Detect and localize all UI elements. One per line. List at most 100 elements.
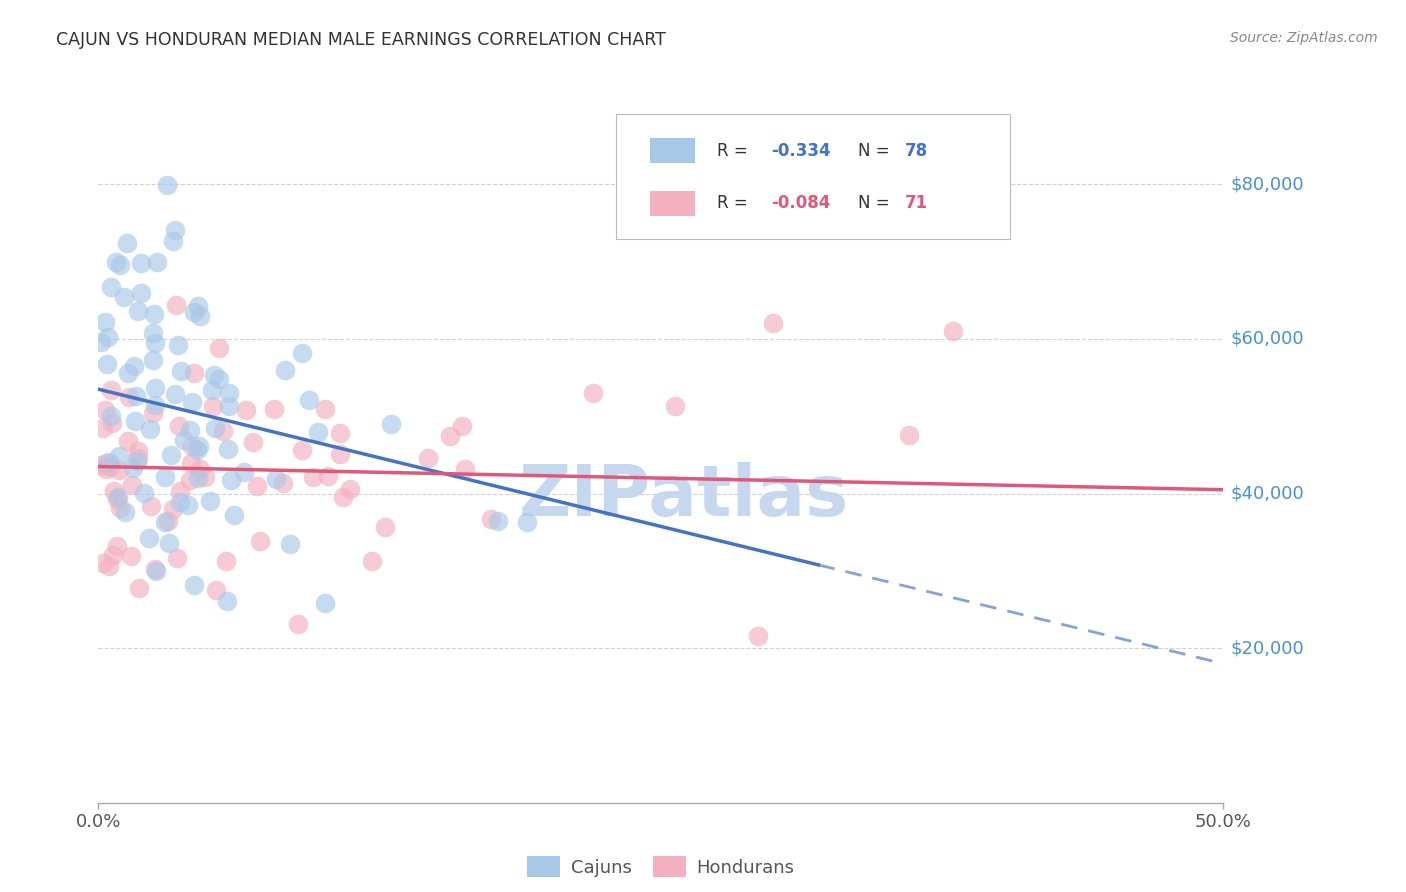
- Point: [374, 520, 396, 534]
- Point: [100, 460, 122, 475]
- Point: [143, 307, 166, 321]
- Point: [142, 326, 165, 341]
- Point: [94, 462, 117, 476]
- Point: [103, 483, 125, 498]
- Point: [107, 463, 129, 477]
- Point: [165, 298, 187, 312]
- Point: [278, 537, 301, 551]
- Point: [122, 359, 145, 373]
- Point: [155, 515, 177, 529]
- Point: [187, 471, 209, 485]
- Point: [167, 419, 190, 434]
- Text: CAJUN VS HONDURAN MEDIAN MALE EARNINGS CORRELATION CHART: CAJUN VS HONDURAN MEDIAN MALE EARNINGS C…: [56, 31, 666, 49]
- Point: [898, 428, 921, 442]
- Point: [291, 442, 314, 457]
- Point: [180, 456, 202, 470]
- Point: [114, 290, 136, 304]
- Text: R =: R =: [717, 142, 754, 160]
- Point: [416, 451, 439, 466]
- Point: [125, 388, 148, 402]
- Point: [108, 500, 131, 515]
- Point: [291, 346, 314, 360]
- Point: [125, 454, 148, 468]
- Point: [273, 476, 295, 491]
- Point: [439, 429, 461, 443]
- Point: [274, 363, 297, 377]
- Legend: Cajuns, Hondurans: Cajuns, Hondurans: [520, 849, 801, 884]
- Point: [249, 533, 271, 548]
- Text: -0.084: -0.084: [770, 194, 831, 212]
- Point: [188, 439, 211, 453]
- Point: [183, 366, 205, 380]
- Point: [120, 549, 142, 563]
- Point: [747, 629, 769, 643]
- Point: [179, 473, 201, 487]
- Point: [114, 504, 136, 518]
- Text: $40,000: $40,000: [1230, 484, 1303, 502]
- Point: [194, 469, 217, 483]
- Point: [162, 502, 184, 516]
- Bar: [650, 191, 695, 216]
- Point: [380, 417, 402, 432]
- Text: 71: 71: [905, 194, 928, 212]
- Point: [142, 352, 165, 367]
- Point: [145, 565, 167, 579]
- Point: [107, 491, 129, 506]
- Point: [128, 581, 150, 595]
- Text: -0.334: -0.334: [770, 142, 831, 160]
- Point: [100, 383, 122, 397]
- Point: [222, 508, 245, 522]
- Point: [316, 469, 339, 483]
- Point: [516, 515, 538, 529]
- Point: [479, 511, 502, 525]
- Text: N =: N =: [858, 142, 894, 160]
- Text: $80,000: $80,000: [1230, 176, 1303, 194]
- Point: [142, 406, 165, 420]
- Point: [127, 304, 149, 318]
- Point: [169, 495, 191, 509]
- Point: [263, 401, 285, 416]
- Point: [360, 553, 382, 567]
- Text: Source: ZipAtlas.com: Source: ZipAtlas.com: [1230, 31, 1378, 45]
- Point: [173, 434, 195, 448]
- Point: [167, 338, 190, 352]
- Point: [188, 310, 211, 324]
- Point: [235, 403, 257, 417]
- Text: ZIPatlas: ZIPatlas: [519, 462, 848, 531]
- Point: [91, 421, 114, 435]
- Point: [156, 178, 179, 192]
- Point: [101, 548, 124, 562]
- Point: [117, 366, 139, 380]
- Point: [165, 223, 187, 237]
- Point: [307, 425, 329, 439]
- Point: [208, 341, 231, 355]
- Point: [314, 402, 336, 417]
- Point: [97, 558, 120, 573]
- Point: [107, 539, 129, 553]
- Point: [90, 335, 112, 350]
- Point: [104, 255, 127, 269]
- Point: [145, 335, 167, 350]
- Point: [217, 594, 239, 608]
- Point: [246, 479, 269, 493]
- FancyBboxPatch shape: [616, 114, 1010, 239]
- Point: [183, 578, 205, 592]
- Point: [179, 423, 201, 437]
- Point: [90, 458, 112, 473]
- Point: [143, 562, 166, 576]
- Point: [143, 381, 166, 395]
- Point: [169, 483, 191, 498]
- Point: [187, 299, 209, 313]
- Point: [146, 255, 169, 269]
- Point: [110, 259, 132, 273]
- Point: [762, 317, 785, 331]
- Point: [329, 426, 352, 441]
- Point: [117, 434, 139, 448]
- Point: [329, 447, 352, 461]
- Point: [332, 490, 354, 504]
- Point: [129, 256, 152, 270]
- Text: N =: N =: [858, 194, 894, 212]
- Point: [942, 324, 965, 338]
- Point: [138, 531, 160, 545]
- Point: [153, 469, 176, 483]
